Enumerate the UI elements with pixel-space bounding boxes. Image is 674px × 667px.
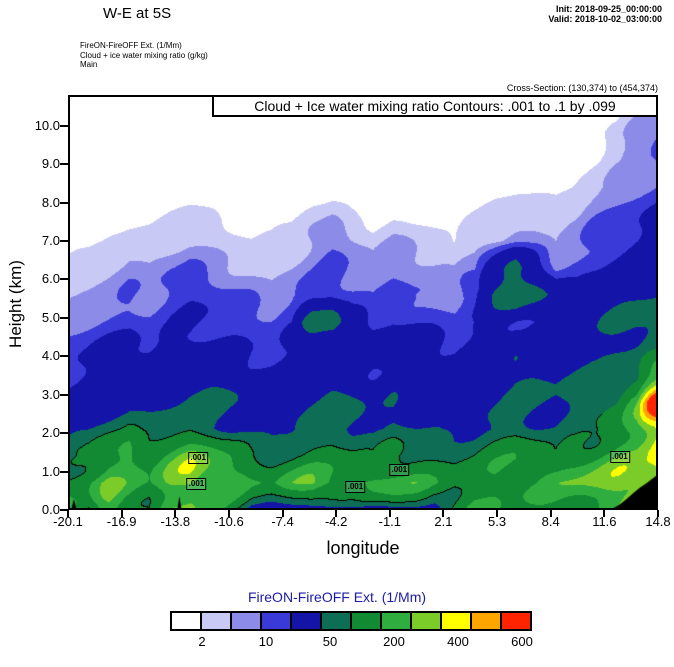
init-time-label: Init: 2018-09-25_00:00:00 [555,4,662,14]
init-valid-block: Init: 2018-09-25_00:00:00 Valid: 2018-10… [548,4,662,24]
x-axis-tick-mark [549,510,552,517]
x-axis-tick-mark [496,510,499,517]
x-axis-tick-label: -16.9 [106,514,137,529]
x-axis-tick-label: -10.6 [214,514,244,529]
y-axis-tick-label: 10.0 [34,117,60,133]
y-axis-tick-mark [60,355,68,358]
legend-color-swatch [470,611,502,631]
legend-tick-label: 200 [383,634,405,649]
y-axis-tick-mark [60,240,68,243]
legend-color-swatch [380,611,412,631]
y-axis-tick-mark [60,432,68,435]
x-axis-tick-mark [67,510,69,517]
legend-color-bar [170,611,532,631]
legend-color-swatch [320,611,352,631]
x-axis-tick-label: 5.3 [488,514,507,529]
x-axis-tick-mark [281,510,284,517]
y-axis-title: Height (km) [6,260,25,348]
legend-color-swatch [230,611,262,631]
x-axis-tick-mark [120,510,123,517]
legend-color-swatch [200,611,232,631]
y-axis-tick-mark [60,470,68,473]
x-axis-tick-mark [657,510,659,517]
contour-value-label: .001 [610,451,630,464]
y-axis-tick-mark [60,278,68,281]
contour-field-canvas [68,95,658,510]
contour-value-label: .001 [345,480,366,493]
x-axis-tick-mark [174,510,177,517]
x-axis-tick-mark [442,510,445,517]
legend-color-swatch [350,611,382,631]
legend-color-swatch [260,611,292,631]
legend-color-swatch [170,611,202,631]
x-axis-tick-mark [227,510,230,517]
y-axis-tick-mark [60,316,68,319]
x-axis-tick-label: 8.4 [541,514,560,529]
y-axis-tick-label: 7.0 [41,233,60,249]
y-axis-tick-label: 9.0 [41,156,60,172]
legend-tick-label: 600 [511,634,533,649]
legend-tick-label: 50 [322,634,338,649]
y-axis-tick-mark [60,163,68,166]
legend-color-swatch [410,611,442,631]
contour-info-banner: Cloud + Ice water mixing ratio Contours:… [212,95,658,117]
valid-time-label: Valid: 2018-10-02_03:00:00 [548,14,662,24]
y-axis-tick-label: 0.0 [41,502,60,517]
legend-color-swatch [290,611,322,631]
x-axis-tick-label: 2.1 [434,514,453,529]
contour-value-label: .001 [389,464,410,477]
page-title: W-E at 5S [103,5,172,22]
x-axis-tick-label: 11.6 [592,514,617,529]
legend-title: FireON-FireOFF Ext. (1/Mm) [247,589,427,605]
y-axis-tick-label: 3.0 [41,386,60,402]
model-line-domain: Main [80,60,98,69]
x-axis-tick-label: -13.8 [160,514,191,529]
legend-color-swatch [440,611,472,631]
legend-tick-label: 10 [258,634,274,649]
y-axis-tick-mark [60,509,68,511]
x-axis-title: longitude [326,538,400,558]
x-axis-tick-label: -20.1 [53,514,83,529]
x-axis-tick-label: -1.1 [378,514,402,529]
y-axis-tick-label: 4.0 [41,348,60,364]
model-info-block: FireON-FireOFF Ext. (1/Mm) Cloud + ice w… [80,41,208,70]
legend-color-swatch [500,611,532,631]
y-axis-tick-mark [60,201,68,204]
model-line-cloud-ice: Cloud + ice water mixing ratio (g/kg) [80,50,208,60]
y-axis-tick-label: 1.0 [41,463,60,479]
contour-value-label: .001 [188,452,208,465]
x-axis-tick-mark [603,510,606,517]
x-axis-tick-label: -4.2 [324,514,348,529]
y-axis-tick-label: 8.0 [41,194,60,210]
y-axis-tick-label: 5.0 [41,309,60,325]
x-axis-tick-mark [388,510,391,517]
y-axis-tick-label: 6.0 [41,271,60,287]
x-axis-tick-label: -7.4 [271,514,294,529]
x-axis-tick-mark [335,510,338,517]
model-line-extinction: FireON-FireOFF Ext. (1/Mm) [80,41,182,50]
x-axis-tick-label: 14.8 [645,514,671,529]
y-axis-tick-mark [60,124,68,127]
y-axis-tick-label: 2.0 [41,425,60,441]
cross-section-coordinates-label: Cross-Section: (130,374) to (454,374) [506,83,658,93]
y-axis-tick-mark [60,393,68,396]
legend-tick-label: 400 [447,634,469,649]
legend-tick-label: 2 [198,634,206,649]
contour-value-label: .001 [186,477,207,490]
